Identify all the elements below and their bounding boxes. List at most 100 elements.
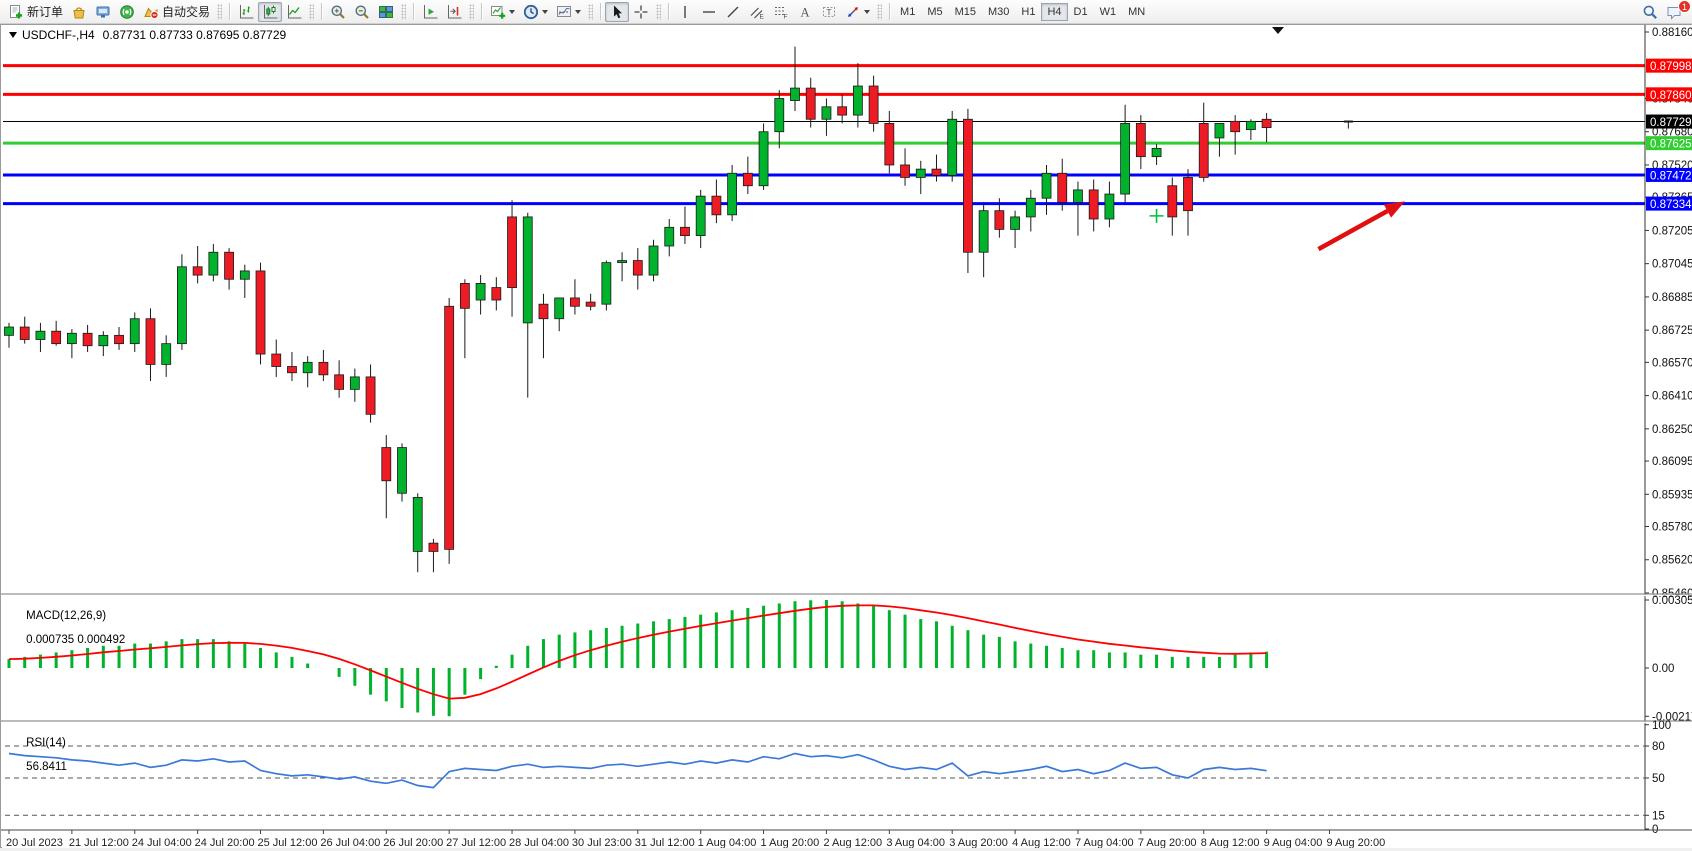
toolbar-button-zoom-out[interactable] <box>350 2 374 22</box>
toolbar-button-trendline-tool[interactable] <box>721 2 745 22</box>
toolbar-button-auto-scroll[interactable] <box>418 2 442 22</box>
toolbar-button-vertical-line-tool[interactable] <box>673 2 697 22</box>
chart-shift-marker-icon[interactable] <box>1272 27 1284 34</box>
time-tick-label: 7 Aug 20:00 <box>1138 837 1197 849</box>
chart-collapse-icon[interactable] <box>9 32 17 38</box>
chevron-down-icon[interactable] <box>864 9 871 14</box>
chevron-down-icon[interactable] <box>509 9 516 14</box>
toolbar-button-cursor[interactable] <box>605 1 630 22</box>
timeframe-button-m15[interactable]: M15 <box>954 5 976 18</box>
time-tick-label: 1 Aug 20:00 <box>761 837 820 849</box>
channel-icon: E <box>750 7 765 20</box>
toolbar-button-arrows-tool[interactable] <box>841 2 874 22</box>
toolbar-button-search[interactable] <box>1638 2 1662 22</box>
arrow-annotation-head[interactable] <box>1383 201 1405 218</box>
toolbar-button-fibonacci-tool[interactable]: F <box>769 2 793 22</box>
toolbar-button-templates[interactable] <box>552 2 585 22</box>
time-tick-label: 31 Jul 12:00 <box>635 837 695 849</box>
toolbar-button-tile-windows[interactable] <box>374 2 398 22</box>
candle-body <box>444 305 455 550</box>
candle-body <box>302 361 313 374</box>
chevron-down-icon[interactable] <box>542 9 549 14</box>
level-price-badge-label: 0.87860 <box>1650 90 1692 102</box>
time-tick-label: 24 Jul 04:00 <box>132 837 192 849</box>
timeframe-button-w1[interactable]: W1 <box>1099 5 1117 18</box>
chart-window[interactable]: 0.881600.878400.876800.875200.873650.872… <box>0 24 1692 849</box>
toolbar-button-crosshair[interactable] <box>629 2 653 22</box>
toolbar-button-chart-shift[interactable] <box>442 2 466 22</box>
candle-chart-icon <box>264 4 278 18</box>
candle-body <box>758 131 769 187</box>
candle-body <box>51 330 62 345</box>
toolbar-button-text-label-tool[interactable]: T <box>817 2 841 22</box>
candle-body <box>1135 123 1146 158</box>
toolbar-button-algo-trading[interactable]: 自动交易 <box>139 2 214 22</box>
toolbar-button-candlestick-mode[interactable] <box>258 1 283 22</box>
arrow-annotation-shaft[interactable] <box>1317 209 1389 252</box>
time-tick-label: 3 Aug 04:00 <box>886 837 945 849</box>
toolbar-button-equidistant-channel-tool[interactable]: E <box>745 2 769 22</box>
chevron-down-icon[interactable] <box>575 9 582 14</box>
status-strip <box>0 848 1692 851</box>
candle-body <box>428 542 439 552</box>
toolbar-button-signals[interactable] <box>115 2 139 22</box>
time-tick-label: 9 Aug 04:00 <box>1264 837 1323 849</box>
time-tick-label: 26 Jul 20:00 <box>383 837 443 849</box>
search-icon <box>1643 5 1657 19</box>
plus-marker[interactable] <box>1149 208 1164 223</box>
candle-body <box>1073 189 1083 203</box>
toolbar-button-text-tool[interactable]: A <box>793 2 817 22</box>
candle-body <box>947 118 958 176</box>
candlestick-series <box>4 46 1353 573</box>
timeframe-button-h4[interactable]: H4 <box>1041 2 1068 21</box>
toolbar-button-bar-chart-mode[interactable] <box>234 2 258 22</box>
toolbar-button-zoom-in[interactable] <box>326 2 350 22</box>
candle-body <box>459 283 470 309</box>
toolbar-grip <box>877 3 883 20</box>
trendline-icon <box>727 6 739 17</box>
candle-body <box>177 266 187 345</box>
time-tick-label: 20 Jul 2023 <box>6 837 63 849</box>
toolbar-grip <box>656 3 662 20</box>
toolbar-button-chat[interactable]: 1 <box>1662 0 1691 22</box>
price-tick-label: 0.85935 <box>1652 489 1692 501</box>
price-tick-label: 0.87045 <box>1652 259 1692 271</box>
candle-body <box>381 447 392 482</box>
level-price-badge-label: 0.87998 <box>1650 61 1692 73</box>
toolbar-grip <box>469 3 475 20</box>
toolbar-button-periods[interactable] <box>519 2 552 22</box>
timeframe-button-m30[interactable]: M30 <box>988 5 1010 18</box>
toolbar-button-horizontal-line-tool[interactable] <box>697 2 721 22</box>
candle-body <box>1261 118 1272 128</box>
candle-body <box>695 195 706 237</box>
chart-canvas[interactable]: 0.881600.878400.876800.875200.873650.872… <box>1 25 1692 849</box>
timeframe-button-m5[interactable]: M5 <box>927 5 943 18</box>
toolbar-button-new-order[interactable]: 新订单 <box>4 2 67 22</box>
timeframe-button-m1[interactable]: M1 <box>900 5 916 18</box>
chart-background[interactable] <box>2 25 1692 849</box>
candle-body <box>318 361 329 376</box>
toolbar-button-label: 自动交易 <box>162 5 211 19</box>
timeframe-button-d1[interactable]: D1 <box>1073 5 1088 18</box>
toolbar-button-line-chart-mode[interactable] <box>282 2 306 22</box>
timeframe-button-h1[interactable]: H1 <box>1021 5 1036 18</box>
time-tick-label: 4 Aug 12:00 <box>1012 837 1071 849</box>
toolbar-button-indicators[interactable] <box>486 2 519 22</box>
toolbar-button-market[interactable] <box>67 2 91 22</box>
vline-icon <box>684 5 686 18</box>
current-price-badge <box>1646 114 1692 129</box>
macd-panel: 0.003059 0.00 -0.002172 <box>7 595 1692 723</box>
timeframe-button-mn[interactable]: MN <box>1128 5 1146 18</box>
level-price-badge <box>1646 136 1692 151</box>
candle-body <box>1167 185 1178 218</box>
line-chart-icon <box>288 4 302 18</box>
toolbar-button-virtual-hosting[interactable] <box>91 2 115 22</box>
candle-body <box>19 326 30 340</box>
crosshair-icon <box>634 5 648 18</box>
toolbar: 新订单 自动交易 E F A T M1 M5 M15 M30 H1 H4 D1 W1 MN 1 <box>0 0 1692 24</box>
candle-body <box>632 260 643 276</box>
time-tick-label: 3 Aug 20:00 <box>949 837 1008 849</box>
candle-body <box>287 366 297 374</box>
candle-body <box>680 226 690 237</box>
candle-body <box>978 210 989 253</box>
